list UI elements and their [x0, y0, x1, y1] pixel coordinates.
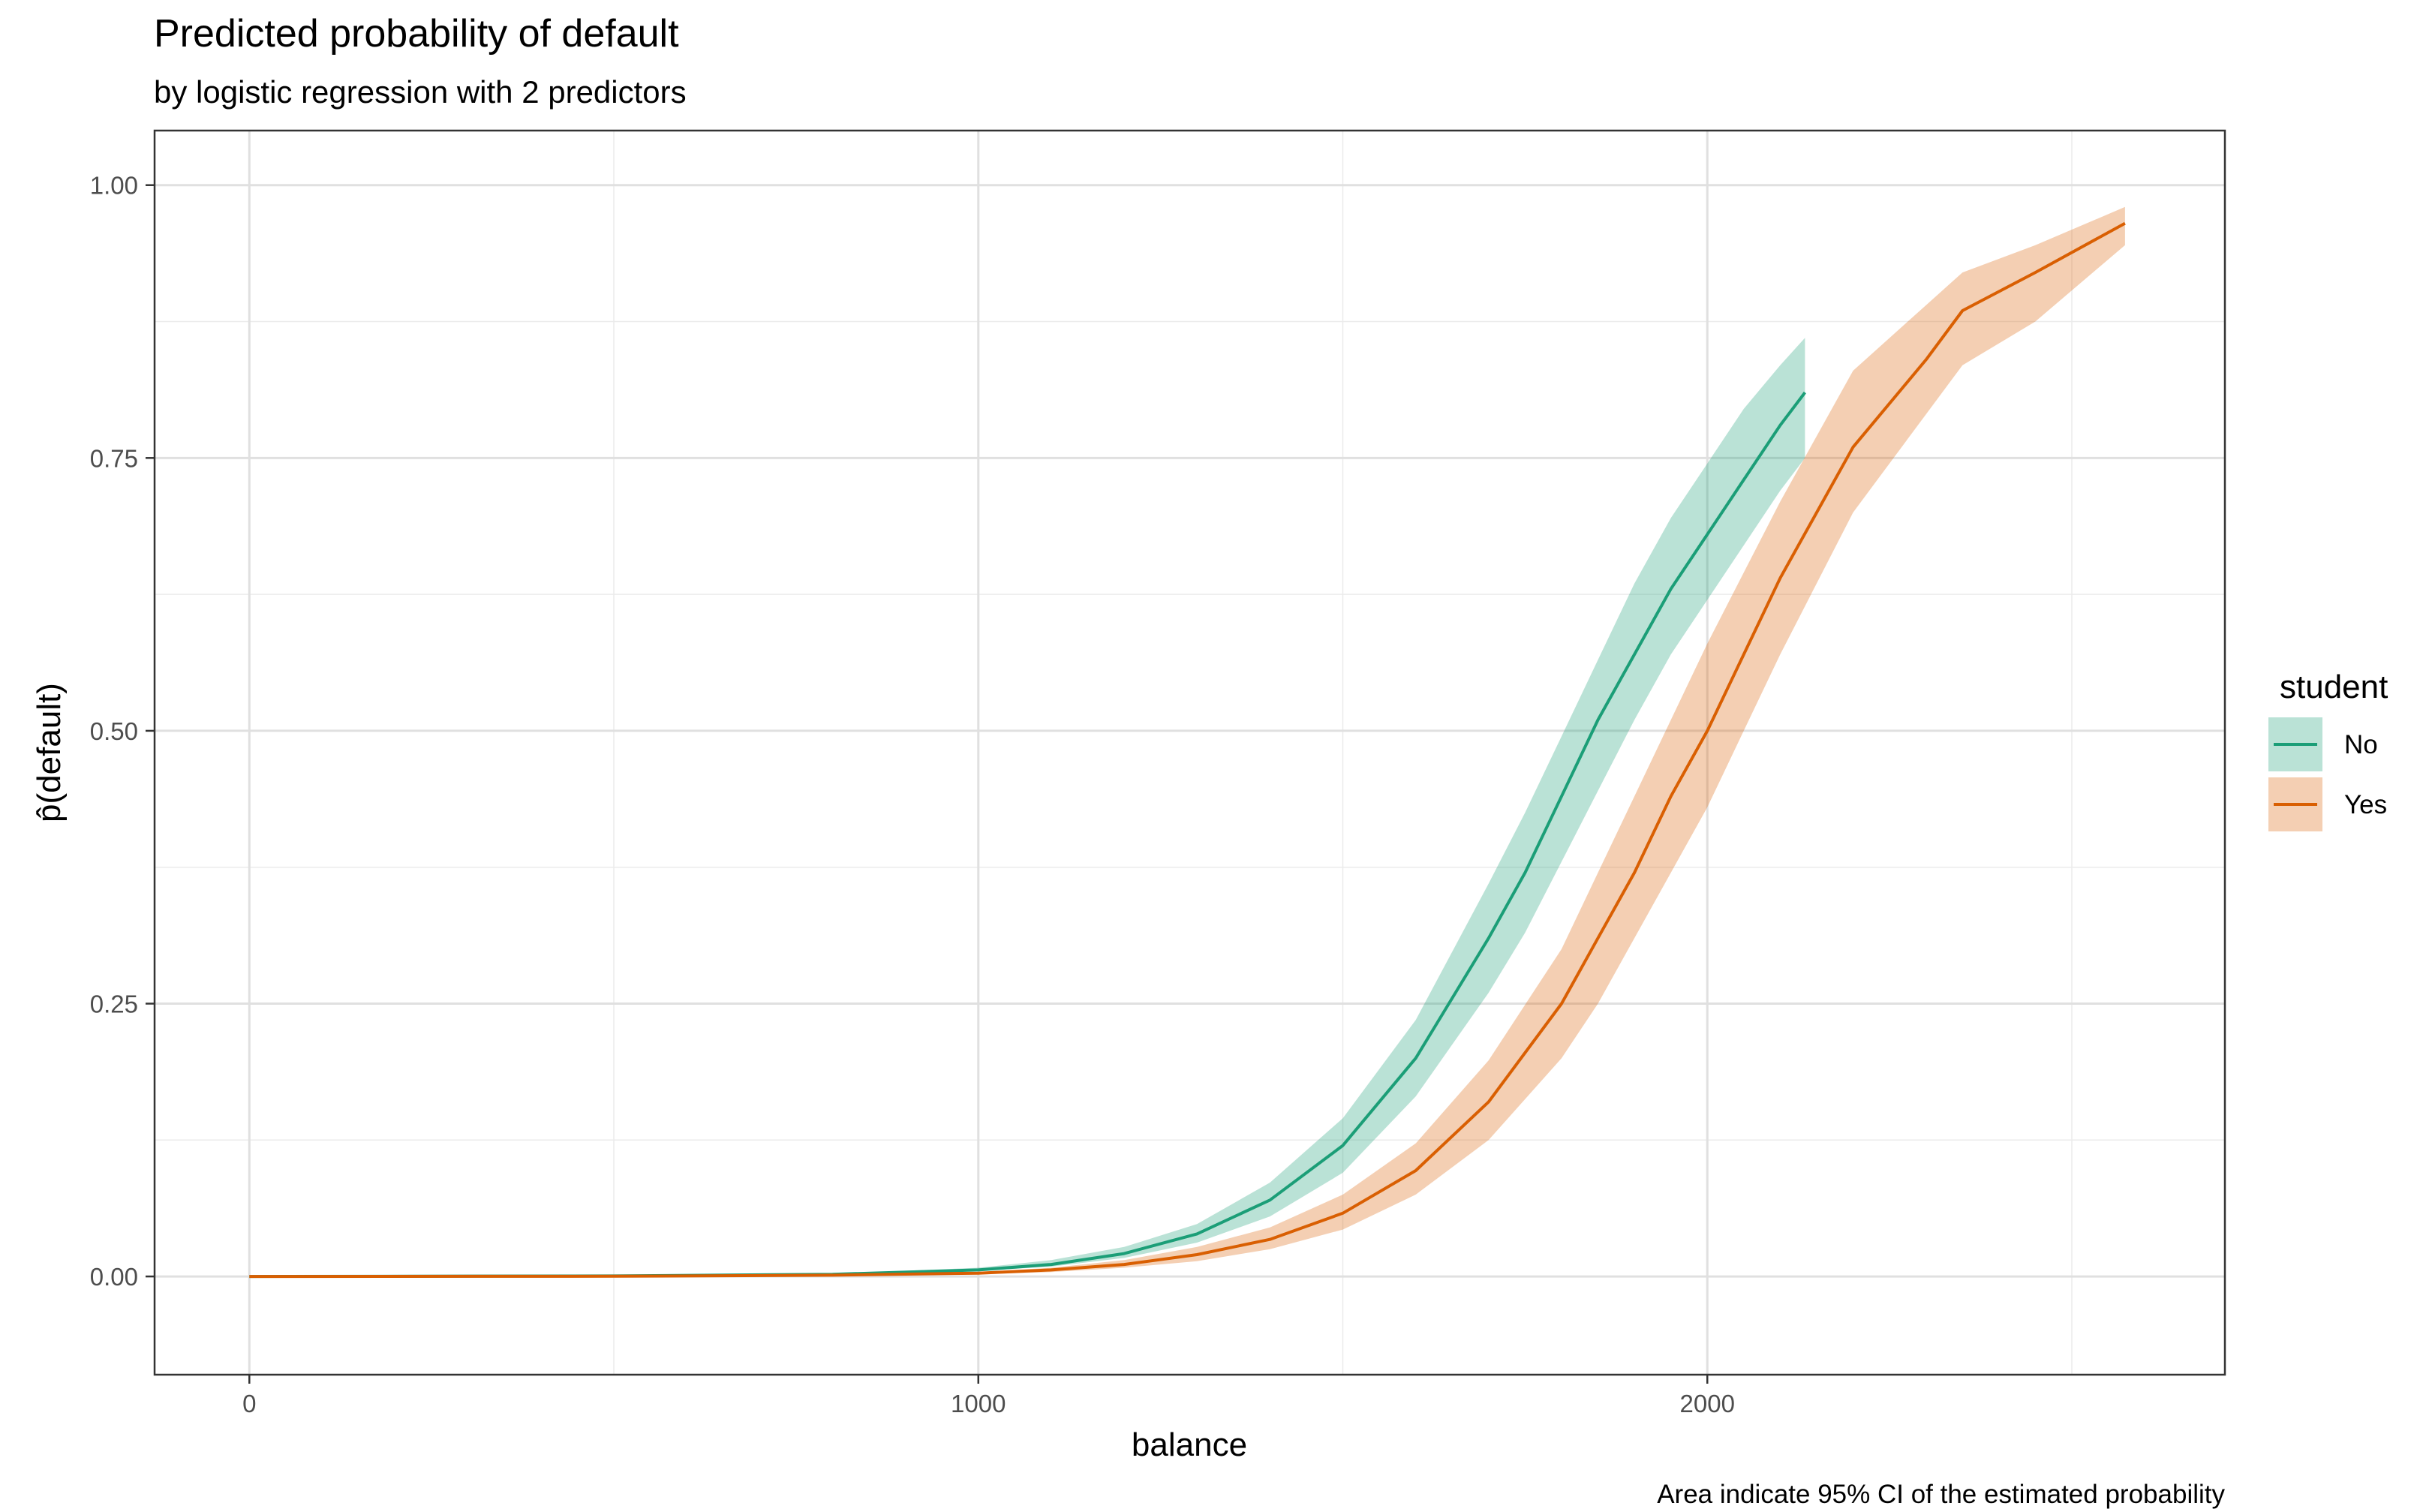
legend: student No Yes: [2268, 669, 2388, 831]
x-tick-label: 1000: [951, 1390, 1006, 1417]
x-axis-label: balance: [1132, 1426, 1247, 1463]
y-tick-label: 0.00: [90, 1263, 138, 1291]
plot-panel: [155, 131, 2225, 1375]
legend-label: Yes: [2344, 790, 2387, 819]
series-line-yes: [249, 221, 2126, 1279]
ci-band-yes: [249, 206, 2125, 1277]
y-tick-label: 0.75: [90, 444, 138, 472]
x-tick-label: 0: [242, 1390, 256, 1417]
ci-band-no: [249, 338, 1805, 1277]
x-tick-label: 2000: [1680, 1390, 1735, 1417]
y-tick-label: 1.00: [90, 172, 138, 200]
minor-gridlines: [155, 131, 2225, 1375]
plot-border: [153, 129, 2226, 1376]
series-lines: [249, 221, 2126, 1279]
series-line-no: [249, 391, 1806, 1279]
chart-title: Predicted probability of default: [154, 12, 679, 56]
chart-subtitle: by logistic regression with 2 predictors: [154, 74, 687, 110]
confidence-bands: [249, 206, 2125, 1277]
legend-label: No: [2344, 730, 2378, 759]
y-axis: 0.00 0.25 0.50 0.75 1.00: [90, 172, 155, 1291]
y-tick-label: 0.25: [90, 990, 138, 1018]
y-tick-label: 0.50: [90, 717, 138, 745]
legend-title: student: [2280, 669, 2388, 705]
y-axis-label: p̂(default): [31, 683, 68, 822]
x-axis: 0 1000 2000: [242, 1375, 1735, 1417]
chart-caption: Area indicate 95% CI of the estimated pr…: [1657, 1480, 2225, 1509]
